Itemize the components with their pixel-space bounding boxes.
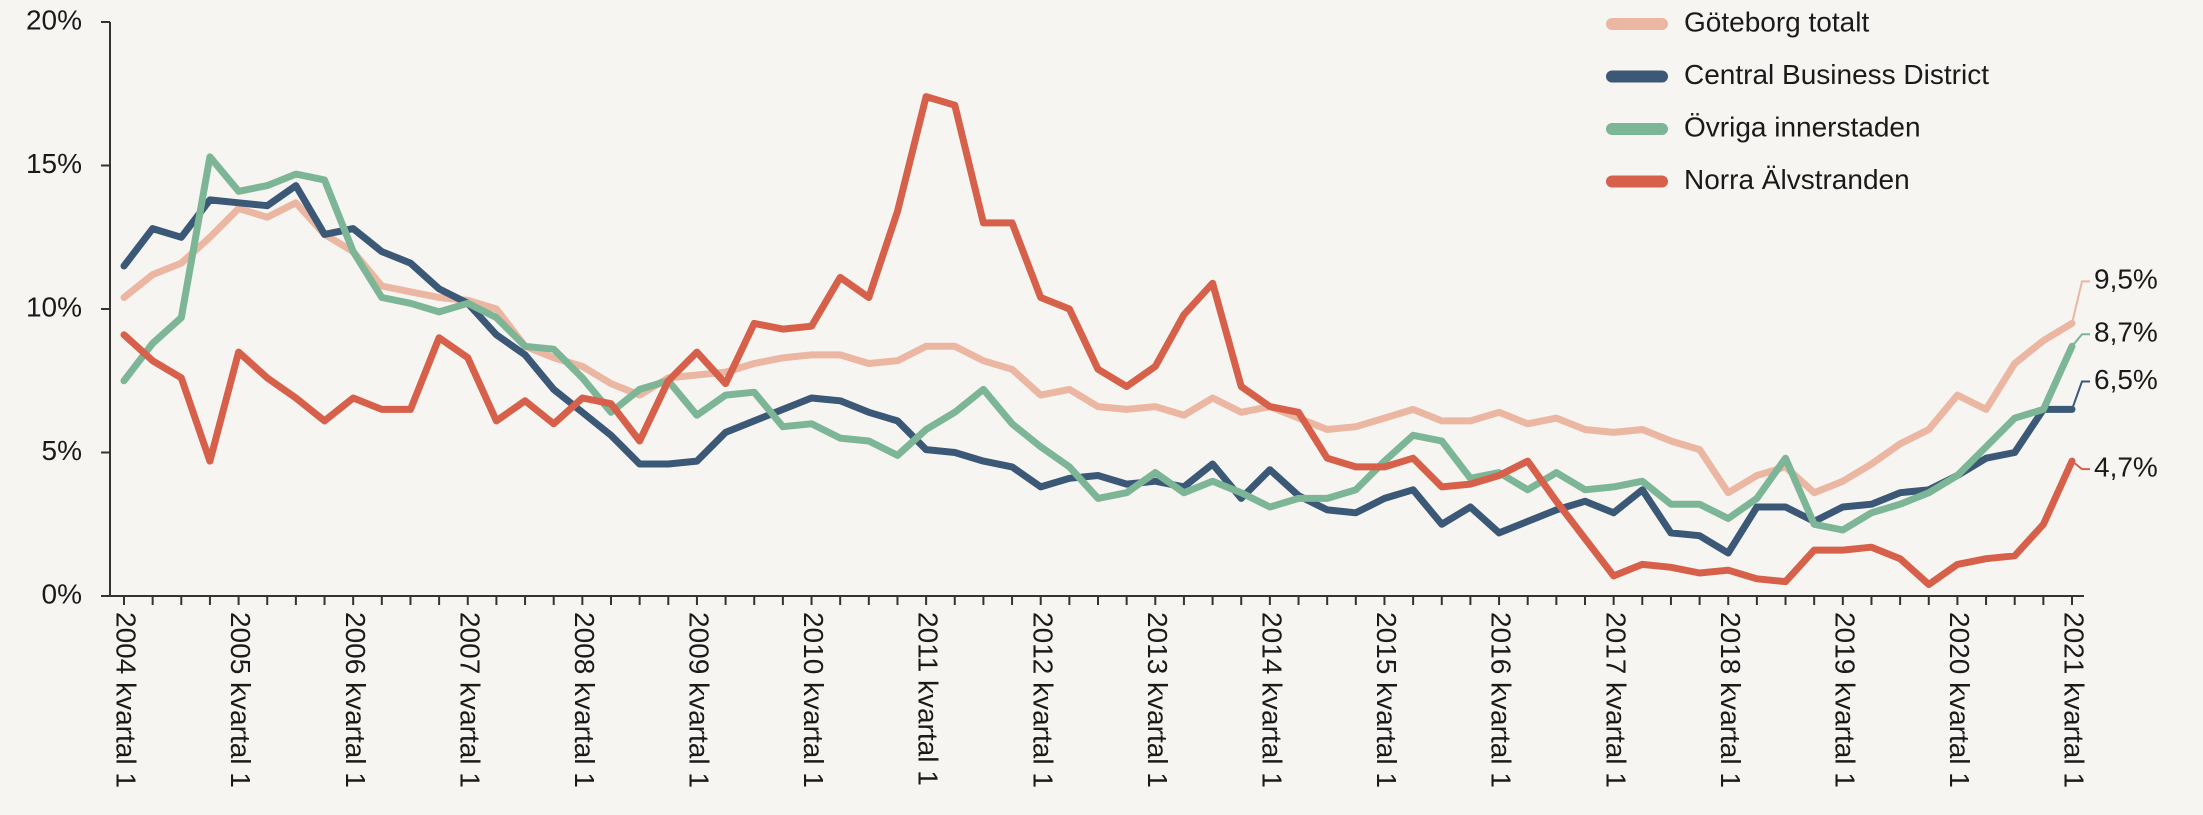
series-line [120, 182, 2076, 557]
label-connector [2071, 280, 2090, 324]
x-tick-label: 2018 kvartal 1 [1715, 612, 1746, 788]
x-tick-label: 2008 kvartal 1 [569, 612, 600, 788]
x-tick-label: 2010 kvartal 1 [798, 612, 829, 788]
x-tick-label: 2004 kvartal 1 [111, 612, 142, 788]
x-tick-label: 2011 kvartal 1 [913, 612, 944, 786]
x-tick-label: 2015 kvartal 1 [1371, 612, 1402, 788]
x-tick-label: 2017 kvartal 1 [1600, 612, 1631, 788]
y-tick-label: 0% [42, 578, 82, 609]
y-tick-label: 20% [26, 4, 82, 35]
data-label: 9,5% [2094, 264, 2158, 295]
label-connector [2071, 380, 2090, 410]
legend-label: Central Business District [1684, 59, 1989, 90]
x-tick-label: 2014 kvartal 1 [1256, 612, 1287, 788]
data-label: 8,7% [2094, 317, 2158, 348]
series-line [120, 199, 2076, 497]
x-tick-label: 2005 kvartal 1 [225, 612, 256, 788]
x-tick-label: 2021 kvartal 1 [2059, 612, 2090, 788]
x-tick-label: 2019 kvartal 1 [1829, 612, 1860, 788]
y-tick-label: 5% [42, 435, 82, 466]
series-line [120, 153, 2076, 534]
label-connector [2071, 460, 2090, 471]
series-line [120, 93, 2076, 588]
data-label: 6,5% [2094, 364, 2158, 395]
legend-label: Göteborg totalt [1684, 6, 1869, 37]
y-tick-label: 15% [26, 148, 82, 179]
data-label: 4,7% [2094, 452, 2158, 483]
x-tick-label: 2006 kvartal 1 [340, 612, 371, 788]
legend-label: Norra Älvstranden [1684, 164, 1910, 195]
x-tick-label: 2020 kvartal 1 [1944, 612, 1975, 788]
x-tick-label: 2007 kvartal 1 [454, 612, 485, 788]
x-tick-label: 2012 kvartal 1 [1027, 612, 1058, 788]
label-connector [2071, 333, 2090, 347]
x-tick-label: 2013 kvartal 1 [1142, 612, 1173, 788]
x-tick-label: 2016 kvartal 1 [1486, 612, 1517, 788]
legend-label: Övriga innerstaden [1684, 111, 1921, 142]
y-tick-label: 10% [26, 291, 82, 322]
x-tick-label: 2009 kvartal 1 [684, 612, 715, 788]
